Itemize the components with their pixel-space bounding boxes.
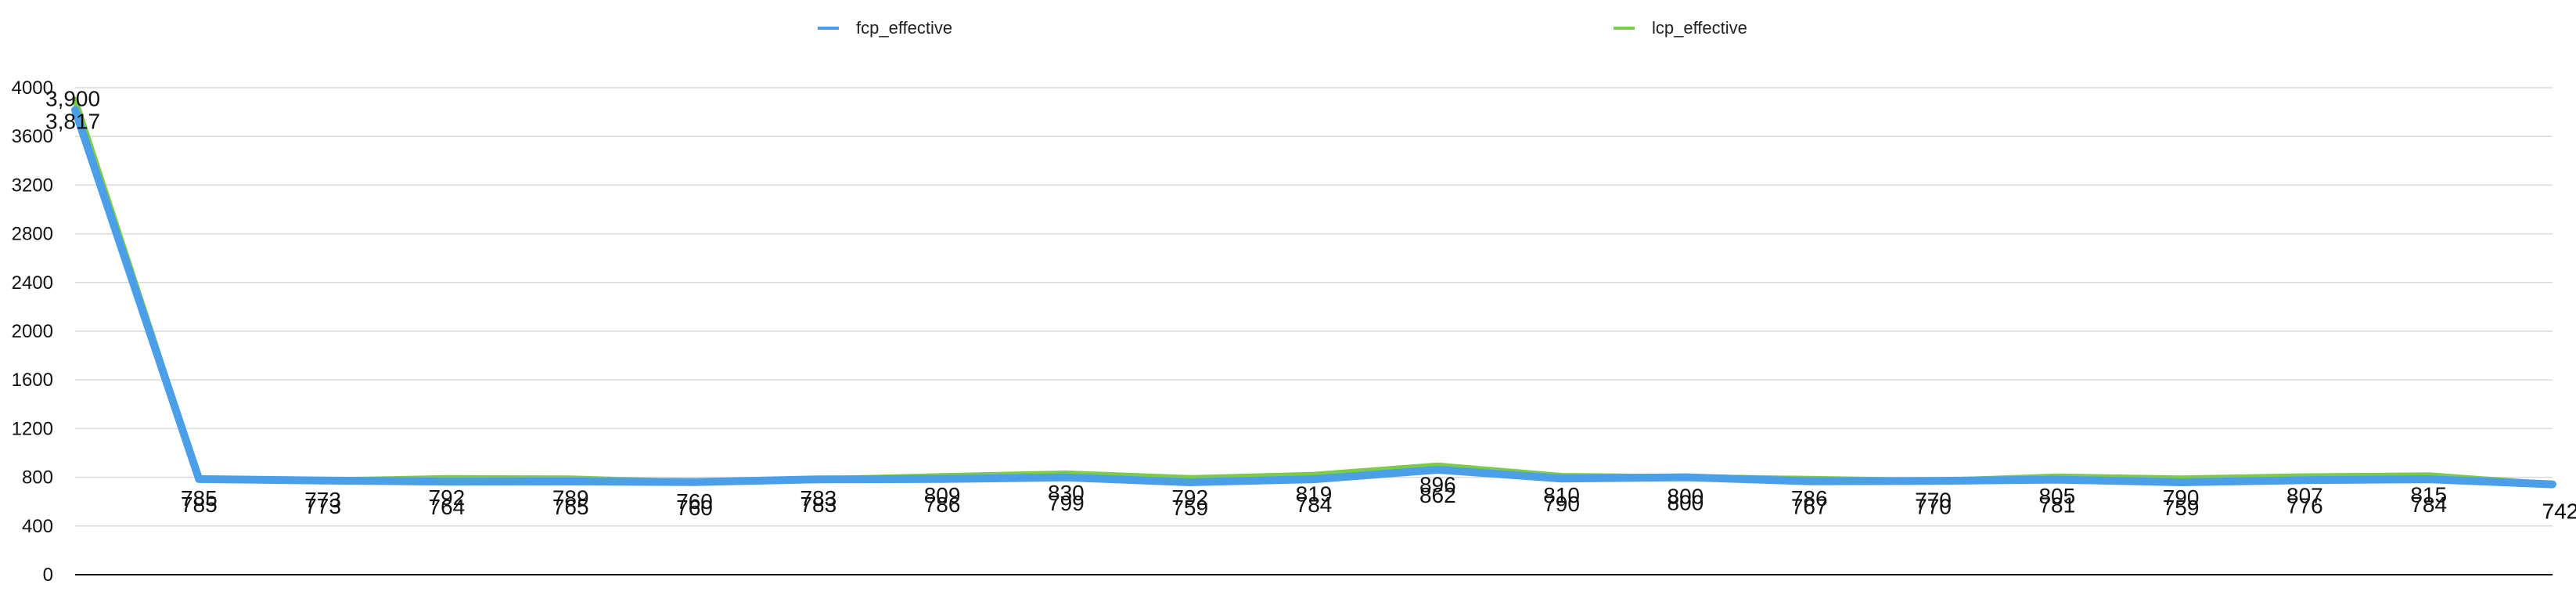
data-label-lcp-effective: 792 (429, 485, 466, 510)
data-label-fcp-effective: 773 (304, 494, 341, 518)
y-tick-label: 1200 (12, 418, 53, 439)
data-label-lcp-effective: 792 (1171, 485, 1208, 510)
y-tick-label: 3600 (12, 126, 53, 147)
data-label-fcp-effective: 790 (1543, 492, 1580, 516)
legend-label-lcp-effective: lcp_effective (1652, 18, 1747, 38)
data-label-lcp-effective: 805 (2038, 484, 2075, 508)
data-label-lcp-effective: 789 (552, 485, 589, 510)
data-label-fcp-effective: 784 (2410, 492, 2447, 517)
data-label-lcp-effective: 815 (2410, 482, 2447, 507)
data-label-fcp-effective: 786 (924, 492, 961, 517)
data-label-fcp-effective: 862 (1419, 483, 1456, 507)
data-label-lcp-effective: 773 (304, 488, 341, 512)
data-label-lcp-effective: 809 (924, 483, 961, 507)
data-label-fcp-effective: 3,817 (45, 109, 100, 133)
data-label-lcp-effective: 742 (2542, 500, 2576, 524)
data-label-fcp-effective: 800 (1668, 491, 1704, 515)
y-tick-label: 1600 (12, 370, 53, 391)
data-label-lcp-effective: 790 (2163, 485, 2200, 510)
series-line-fcp-effective (71, 106, 2556, 489)
data-label-lcp-effective: 3,900 (45, 87, 100, 111)
data-label-lcp-effective: 785 (181, 486, 218, 510)
data-label-fcp-effective: 759 (1171, 496, 1208, 520)
data-label-lcp-effective: 807 (2286, 484, 2323, 508)
series-line-lcp-effective (72, 96, 2556, 488)
data-label-lcp-effective: 770 (1915, 488, 1952, 512)
legend-label-fcp-effective: fcp_effective (856, 18, 952, 38)
data-label-lcp-effective: 810 (1543, 483, 1580, 507)
data-label-fcp-effective: 784 (1296, 492, 1333, 517)
data-label-lcp-effective: 830 (1048, 481, 1085, 505)
data-label-lcp-effective: 760 (676, 489, 713, 514)
data-label-fcp-effective: 799 (1048, 491, 1085, 515)
data-label-fcp-effective: 785 (181, 492, 218, 517)
y-tick-label: 2800 (12, 224, 53, 245)
gridlines (75, 87, 2553, 527)
legend-item-lcp-effective[interactable]: lcp_effective (1614, 18, 1747, 38)
data-label-fcp-effective: 783 (800, 492, 836, 517)
y-tick-label: 400 (22, 516, 53, 537)
data-label-lcp-effective: 800 (1668, 485, 1704, 509)
data-label-fcp-effective: 765 (552, 495, 589, 519)
y-tick-label: 800 (22, 467, 53, 489)
data-label-lcp-effective: 896 (1419, 473, 1456, 497)
data-label-lcp-effective: 819 (1296, 482, 1333, 507)
data-labels: 3,817 785 773 764 765 760 783 786 799 759 784 862 79… (45, 87, 2576, 524)
y-tick-label: 2000 (12, 321, 53, 342)
data-label-fcp-effective: 781 (2038, 493, 2075, 518)
data-label-fcp-effective: 770 (1915, 494, 1952, 518)
data-label-lcp-effective: 783 (800, 486, 836, 510)
legend-item-fcp-effective[interactable]: fcp_effective (818, 18, 952, 38)
y-tick-label: 4000 (12, 78, 53, 99)
data-label-fcp-effective: 776 (2286, 493, 2323, 518)
y-tick-label: 0 (43, 565, 53, 586)
legend: fcp_effective lcp_effective (818, 18, 1747, 38)
data-label-fcp-effective: 742 (2542, 500, 2576, 524)
data-label-lcp-effective: 786 (1791, 486, 1828, 510)
y-tick-label: 2400 (12, 272, 53, 294)
data-label-fcp-effective: 767 (1791, 495, 1828, 519)
series-lines (71, 96, 2556, 489)
data-label-fcp-effective: 760 (676, 496, 713, 520)
y-axis: 0 400 800 1200 1600 2000 2400 2800 3200 3600 4000 (12, 78, 53, 586)
data-label-fcp-effective: 764 (429, 495, 466, 519)
data-label-fcp-effective: 759 (2163, 496, 2200, 520)
y-tick-label: 3200 (12, 175, 53, 196)
